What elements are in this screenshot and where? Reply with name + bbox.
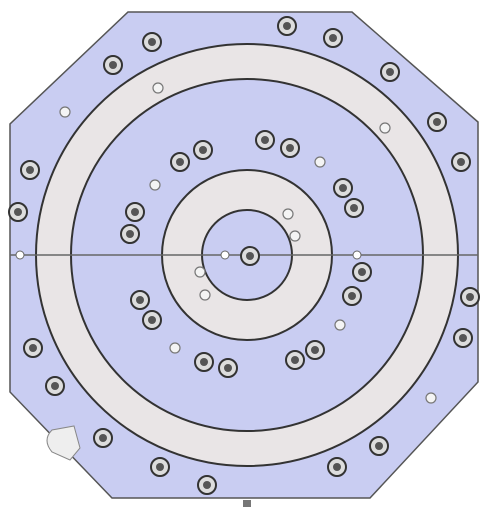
bolt-hole-center bbox=[350, 204, 358, 212]
bolt-hole-center bbox=[51, 382, 59, 390]
small-hole bbox=[379, 122, 391, 134]
bolt-hole-center bbox=[148, 38, 156, 46]
bolt-hole-center bbox=[246, 252, 254, 260]
bolt-hole-center bbox=[433, 118, 441, 126]
pin-hole bbox=[352, 250, 362, 260]
bolt-hole-center bbox=[333, 463, 341, 471]
small-hole bbox=[334, 319, 346, 331]
bolt-hole-center bbox=[26, 166, 34, 174]
bolt-hole-center bbox=[339, 184, 347, 192]
bolt-hole-center bbox=[386, 68, 394, 76]
bolt-hole-center bbox=[126, 230, 134, 238]
bolt-hole-center bbox=[358, 268, 366, 276]
bolt-hole-center bbox=[329, 34, 337, 42]
small-hole bbox=[289, 230, 301, 242]
bolt-hole-center bbox=[311, 346, 319, 354]
bolt-hole-center bbox=[14, 208, 22, 216]
bolt-hole-center bbox=[291, 356, 299, 364]
bolt-hole-center bbox=[283, 22, 291, 30]
side-tab bbox=[46, 425, 81, 461]
bolt-hole-center bbox=[99, 434, 107, 442]
bolt-hole-center bbox=[457, 158, 465, 166]
small-hole bbox=[282, 208, 294, 220]
bolt-hole-center bbox=[156, 463, 164, 471]
bottom-marker bbox=[243, 500, 251, 507]
bolt-hole-center bbox=[136, 296, 144, 304]
bolt-hole-center bbox=[203, 481, 211, 489]
bolt-hole-center bbox=[459, 334, 467, 342]
bolt-hole-center bbox=[199, 146, 207, 154]
bolt-hole-center bbox=[131, 208, 139, 216]
bolt-hole-center bbox=[224, 364, 232, 372]
bolt-hole-center bbox=[109, 61, 117, 69]
pin-hole bbox=[15, 250, 25, 260]
small-hole bbox=[152, 82, 164, 94]
bolt-hole-center bbox=[375, 442, 383, 450]
small-hole bbox=[169, 342, 181, 354]
small-hole bbox=[199, 289, 211, 301]
bolt-hole-center bbox=[466, 293, 474, 301]
bolt-hole-center bbox=[29, 344, 37, 352]
bolt-hole-center bbox=[148, 316, 156, 324]
bolt-hole-center bbox=[348, 292, 356, 300]
bolt-hole-center bbox=[261, 136, 269, 144]
small-hole bbox=[314, 156, 326, 168]
hole-group bbox=[8, 16, 480, 495]
bolt-hole-center bbox=[200, 358, 208, 366]
small-hole bbox=[59, 106, 71, 118]
pin-hole bbox=[220, 250, 230, 260]
bolt-hole-center bbox=[286, 144, 294, 152]
small-hole bbox=[194, 266, 206, 278]
small-hole bbox=[425, 392, 437, 404]
bolt-hole-center bbox=[176, 158, 184, 166]
small-hole bbox=[149, 179, 161, 191]
